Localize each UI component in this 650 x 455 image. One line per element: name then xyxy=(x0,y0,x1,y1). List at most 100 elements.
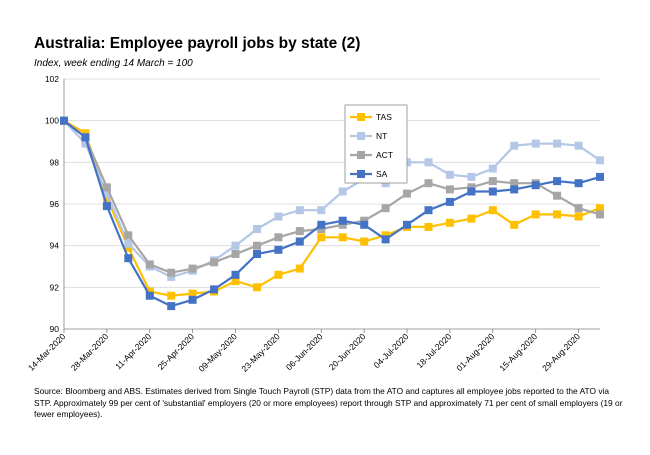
x-tick-label: 01-Aug-2020 xyxy=(454,331,496,373)
data-point-sa xyxy=(124,254,133,263)
x-tick-label: 25-Apr-2020 xyxy=(156,331,197,372)
data-point-nt xyxy=(488,164,497,173)
x-tick-label: 29-Aug-2020 xyxy=(540,331,582,373)
data-point-sa xyxy=(338,216,347,225)
data-point-act xyxy=(102,183,111,192)
data-point-nt xyxy=(102,189,111,198)
data-point-tas xyxy=(574,212,583,221)
x-tick-label: 15-Aug-2020 xyxy=(497,331,539,373)
data-point-nt xyxy=(553,139,562,148)
source-note: Source: Bloomberg and ABS. Estimates der… xyxy=(34,386,623,419)
series-lines xyxy=(60,116,604,311)
data-point-nt xyxy=(445,170,454,179)
data-point-sa xyxy=(531,181,540,190)
y-tick-label: 90 xyxy=(50,324,60,334)
data-point-tas xyxy=(360,237,369,246)
y-tick-label: 92 xyxy=(50,282,60,292)
x-tick-label: 23-May-2020 xyxy=(239,331,282,374)
data-point-act xyxy=(145,260,154,269)
data-point-act xyxy=(274,233,283,242)
data-point-tas xyxy=(295,264,304,273)
x-tick-label: 04-Jul-2020 xyxy=(372,331,411,370)
data-point-sa xyxy=(467,187,476,196)
x-tick-label: 20-Jun-2020 xyxy=(327,331,368,372)
legend-swatch-marker xyxy=(357,170,365,178)
data-point-tas xyxy=(253,283,261,292)
gridlines xyxy=(64,78,600,288)
data-point-sa xyxy=(295,237,304,246)
data-point-sa xyxy=(553,177,562,186)
data-point-sa xyxy=(596,172,604,181)
data-point-sa xyxy=(231,270,240,279)
legend-swatch-marker xyxy=(357,113,365,121)
data-point-sa xyxy=(102,202,111,211)
data-point-tas xyxy=(124,243,133,252)
legend-swatch-marker xyxy=(357,132,365,140)
legend-label: TAS xyxy=(376,112,392,122)
data-point-act xyxy=(488,177,497,186)
y-tick-label: 100 xyxy=(45,116,59,126)
data-point-tas xyxy=(596,204,604,213)
data-point-tas xyxy=(188,289,197,298)
data-point-nt xyxy=(424,158,433,167)
data-point-act xyxy=(360,216,369,225)
x-tick-label: 18-Jul-2020 xyxy=(415,331,454,370)
series-act xyxy=(60,116,604,277)
data-point-tas xyxy=(553,210,562,219)
data-point-sa xyxy=(145,291,154,300)
data-point-nt xyxy=(274,212,283,221)
legend-label: SA xyxy=(376,169,388,179)
data-point-sa xyxy=(81,133,90,142)
data-point-sa xyxy=(574,179,583,188)
data-point-tas xyxy=(167,291,176,300)
data-point-tas xyxy=(102,193,111,202)
data-point-sa xyxy=(360,220,369,229)
x-tick-label: 06-Jun-2020 xyxy=(284,331,325,372)
data-point-sa xyxy=(210,285,219,294)
data-point-act xyxy=(424,179,433,188)
data-point-sa xyxy=(167,302,176,311)
data-point-nt xyxy=(124,239,133,248)
data-point-nt xyxy=(253,225,261,233)
data-point-act xyxy=(574,204,583,213)
data-point-sa xyxy=(445,197,454,206)
data-point-nt xyxy=(338,187,347,196)
data-point-act xyxy=(381,204,390,213)
data-point-sa xyxy=(403,220,411,229)
data-point-tas xyxy=(231,277,240,286)
data-point-sa xyxy=(424,206,433,215)
data-point-nt xyxy=(317,206,326,215)
data-point-act xyxy=(510,179,519,188)
data-point-act xyxy=(210,258,219,267)
y-tick-label: 98 xyxy=(50,157,60,167)
x-tick-label: 14-Mar-2020 xyxy=(26,331,68,373)
data-point-nt xyxy=(531,139,540,148)
data-point-tas xyxy=(145,287,154,296)
data-point-act xyxy=(467,183,476,192)
data-point-sa xyxy=(253,250,261,258)
y-tick-label: 96 xyxy=(50,199,60,209)
data-point-act xyxy=(403,189,411,198)
data-point-tas xyxy=(317,233,326,242)
series-line-tas xyxy=(63,119,601,297)
legend-label: NT xyxy=(376,131,387,141)
data-point-act xyxy=(445,185,454,194)
data-point-nt xyxy=(510,141,519,150)
data-point-act xyxy=(231,250,240,258)
data-point-act xyxy=(338,220,347,229)
data-point-tas xyxy=(381,231,390,240)
series-line-nt xyxy=(63,119,601,278)
data-point-nt xyxy=(596,156,604,165)
data-point-act xyxy=(317,225,326,233)
data-point-act xyxy=(295,227,304,236)
data-point-act xyxy=(553,191,562,200)
data-point-tas xyxy=(424,222,433,231)
legend-swatch-marker xyxy=(357,151,365,159)
data-point-tas xyxy=(81,129,90,138)
legend-label: ACT xyxy=(376,150,393,160)
x-tick-label: 09-May-2020 xyxy=(196,331,239,374)
data-point-sa xyxy=(60,116,68,125)
data-point-nt xyxy=(167,272,176,281)
data-point-sa xyxy=(488,187,497,196)
